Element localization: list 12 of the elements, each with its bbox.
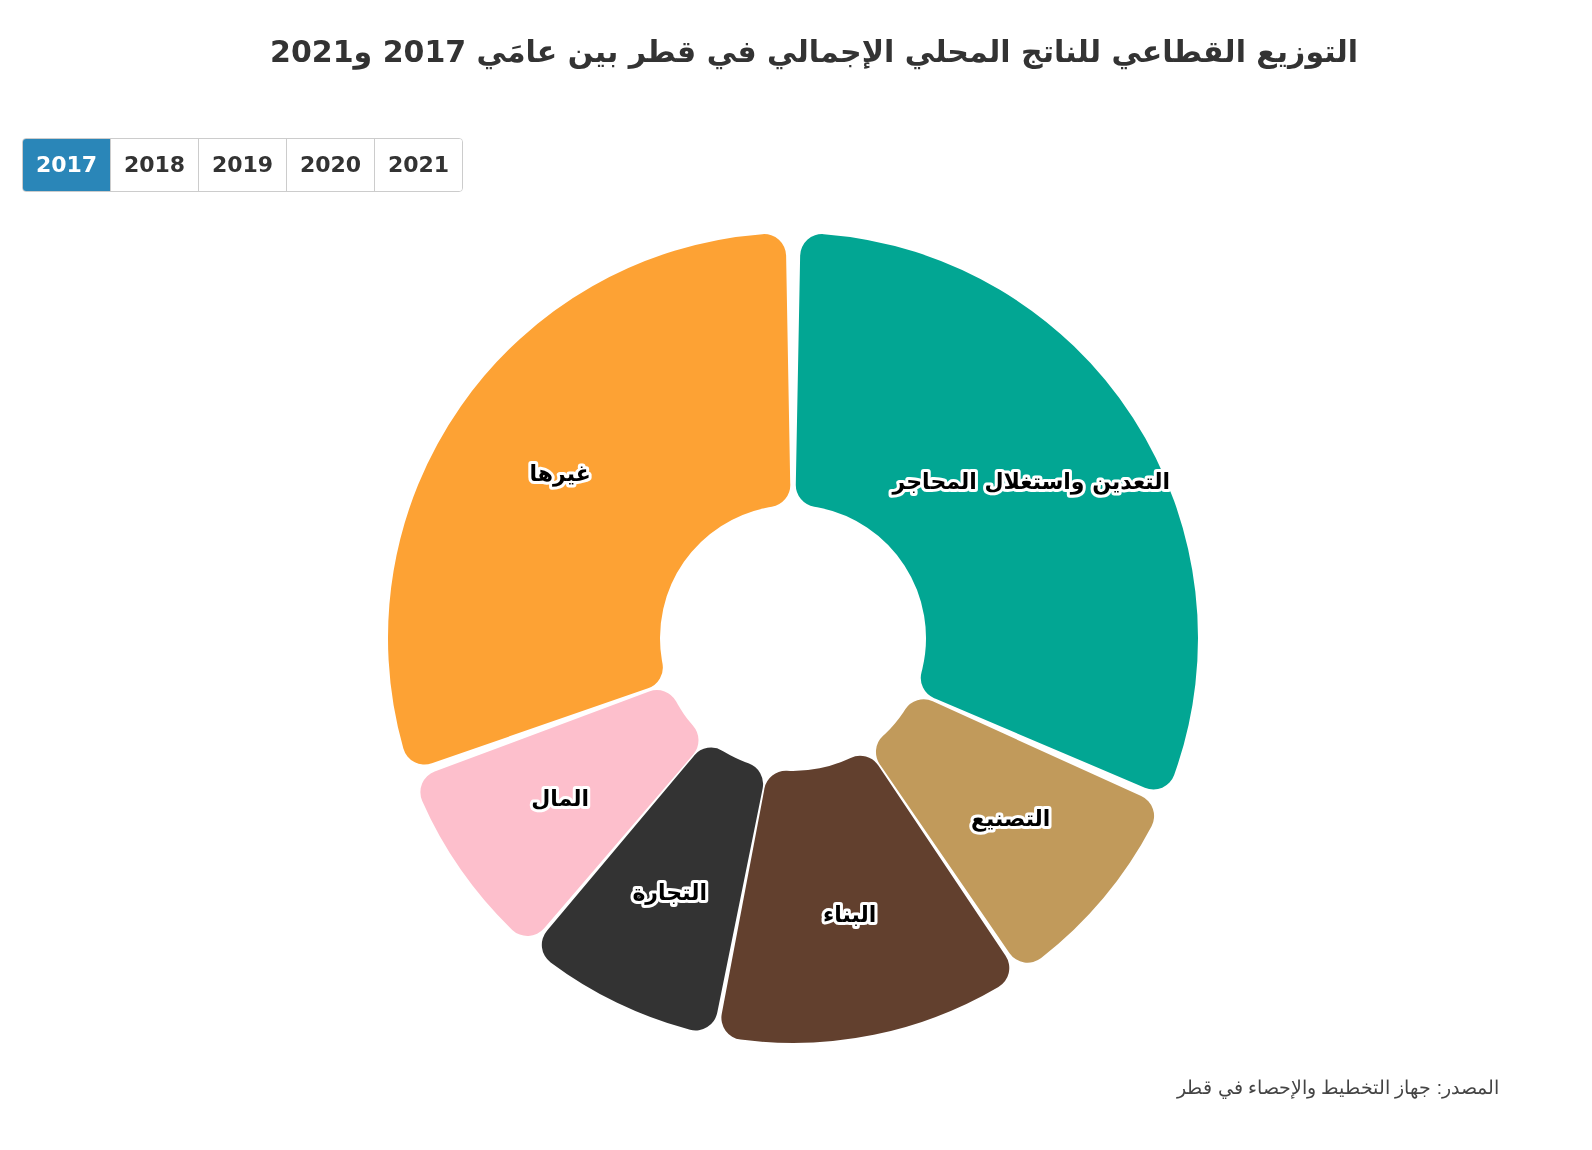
text: 2018: [110, 139, 198, 191]
chart-title: التوزيع القطاعي للناتج المحلي الإجمالي في قطر بين عامَي 2017 و2021: [269, 34, 1358, 69]
slice-label: التجارة: [632, 879, 707, 905]
text: 2019: [198, 139, 286, 191]
slice-label: غيرها: [529, 461, 591, 488]
text: المصدر: جهاز التخطيط والإحصاء في قطر: [1177, 1076, 1499, 1099]
slice-label: المال: [531, 786, 590, 812]
text: 2017: [23, 139, 110, 191]
text: 2020: [286, 139, 374, 191]
text: 2021: [374, 139, 462, 191]
slice-label: التصنيع: [970, 806, 1051, 833]
slice-label: البناء: [823, 902, 877, 927]
